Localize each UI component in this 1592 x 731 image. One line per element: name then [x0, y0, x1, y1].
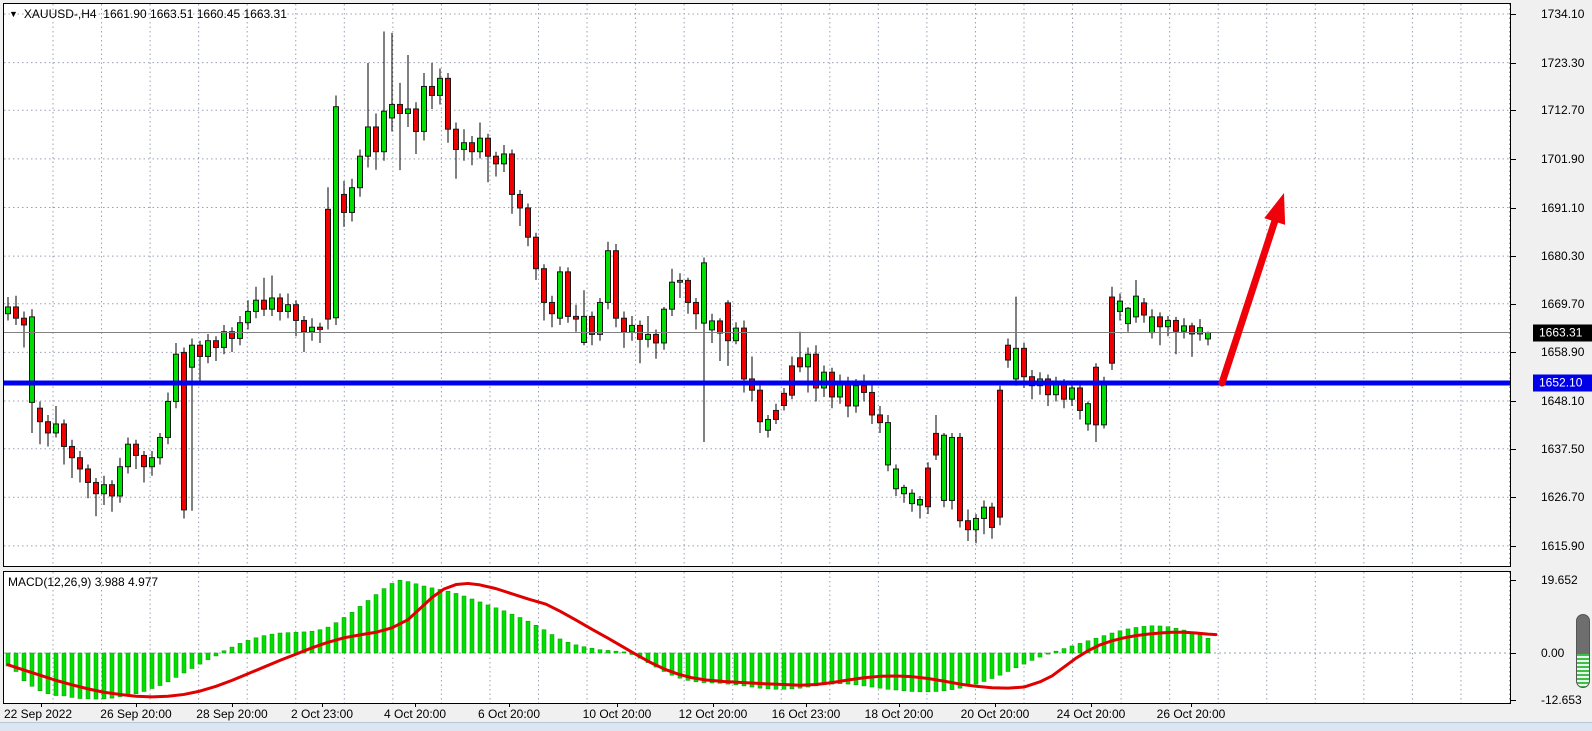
date-tick-mark [617, 703, 618, 707]
macd-tick-mark [1511, 653, 1516, 654]
macd-tick-label: -12.653 [1541, 692, 1582, 707]
collapse-triangle-icon[interactable]: ▼ [9, 9, 18, 19]
date-tick-label: 2 Oct 23:00 [290, 707, 354, 721]
price-tick-mark [1511, 110, 1516, 112]
price-axis[interactable]: 1734.10 1723.30 1712.70 1701.90 1691.10 1680.… [1511, 0, 1592, 707]
price-tick-label: 1712.70 [1541, 103, 1585, 118]
price-tick-mark [1511, 497, 1516, 499]
price-chart-canvas [4, 4, 1510, 566]
macd-tick-mark [1511, 580, 1516, 582]
vertical-scrollbar-thumb[interactable] [1576, 614, 1590, 688]
macd-indicator-label: MACD(12,26,9) 3.988 4.977 [8, 575, 159, 589]
date-tick-label: 4 Oct 20:00 [383, 707, 447, 721]
price-chart-pane[interactable] [3, 3, 1511, 567]
close-value: 1663.31 [243, 7, 287, 21]
macd-tick-label: 0.00 [1541, 646, 1565, 660]
price-tick-label: 1680.30 [1541, 249, 1585, 264]
date-tick-mark [1091, 703, 1092, 707]
date-tick-label: 18 Oct 20:00 [864, 707, 934, 721]
level-price-badge: 1652.10 [1533, 374, 1592, 392]
date-tick-mark [322, 703, 323, 707]
window-bottom-strip [0, 722, 1592, 731]
date-tick-mark [713, 703, 714, 707]
date-tick-mark [136, 703, 137, 707]
date-tick-mark [995, 703, 996, 707]
price-tick-label: 1648.10 [1541, 394, 1585, 408]
price-tick-mark [1511, 448, 1516, 450]
price-tick-label: 1723.30 [1541, 55, 1585, 70]
macd-histogram [5, 580, 1211, 700]
date-tick-mark [415, 703, 416, 707]
price-tick-label: 1615.90 [1541, 538, 1585, 553]
price-tick-label: 1637.50 [1541, 441, 1585, 456]
open-value: 1661.90 [103, 7, 147, 21]
price-tick-label: 1669.70 [1541, 296, 1585, 311]
price-tick-mark [1511, 256, 1516, 258]
date-tick-label: 20 Oct 20:00 [960, 707, 1030, 721]
candlestick-series [5, 31, 1211, 544]
low-value: 1660.45 [196, 7, 241, 21]
date-tick-label: 24 Oct 20:00 [1056, 707, 1126, 721]
price-tick-label: 1691.10 [1541, 200, 1585, 215]
time-axis[interactable]: 22 Sep 2022 26 Sep 20:00 28 Sep 20:00 2 Oct… [0, 703, 1592, 722]
price-tick-label: 1734.10 [1541, 7, 1585, 21]
date-tick-mark [806, 703, 807, 707]
price-tick-label: 1626.70 [1541, 490, 1585, 505]
price-tick-label: 1658.90 [1541, 345, 1585, 360]
date-tick-mark [232, 703, 233, 707]
date-tick-label: 12 Oct 20:00 [678, 707, 748, 721]
date-tick-label: 28 Sep 20:00 [196, 707, 268, 721]
date-tick-label: 6 Oct 20:00 [477, 707, 541, 721]
price-tick-mark [1511, 207, 1516, 209]
price-tick-mark [1511, 14, 1516, 15]
symbol-period-label: XAUUSD-,H4 [23, 7, 97, 21]
date-tick-label: 22 Sep 2022 [4, 707, 73, 721]
vertical-gridlines [52, 4, 1510, 566]
date-tick-label: 10 Oct 20:00 [582, 707, 652, 721]
price-tick-mark [1511, 401, 1516, 402]
price-tick-label: 1701.90 [1541, 151, 1585, 166]
price-tick-mark [1511, 303, 1516, 305]
macd-tick-mark [1511, 699, 1516, 701]
macd-tick-label: 19.652 [1541, 573, 1578, 588]
price-tick-mark [1511, 62, 1516, 64]
date-tick-mark [41, 703, 42, 707]
price-tick-mark [1511, 158, 1516, 160]
date-tick-mark [1191, 703, 1192, 707]
current-price-badge: 1663.31 [1533, 324, 1592, 342]
price-tick-mark [1511, 545, 1516, 547]
price-tick-mark [1511, 352, 1516, 354]
macd-signal-line [6, 581, 1218, 699]
macd-chart-canvas [4, 572, 1510, 703]
date-tick-mark [509, 703, 510, 707]
scrollbar-stripes-decoration [1577, 653, 1589, 687]
date-tick-label: 26 Sep 20:00 [100, 707, 172, 721]
bullish-arrow-annotation [1218, 193, 1286, 387]
date-tick-label: 16 Oct 23:00 [771, 707, 841, 721]
high-value: 1663.51 [150, 7, 194, 21]
date-tick-mark [899, 703, 900, 707]
ohlc-header: ▼ XAUUSD-,H4 1661.90 1663.51 1660.45 1663… [9, 7, 287, 21]
date-tick-label: 26 Oct 20:00 [1156, 707, 1226, 721]
